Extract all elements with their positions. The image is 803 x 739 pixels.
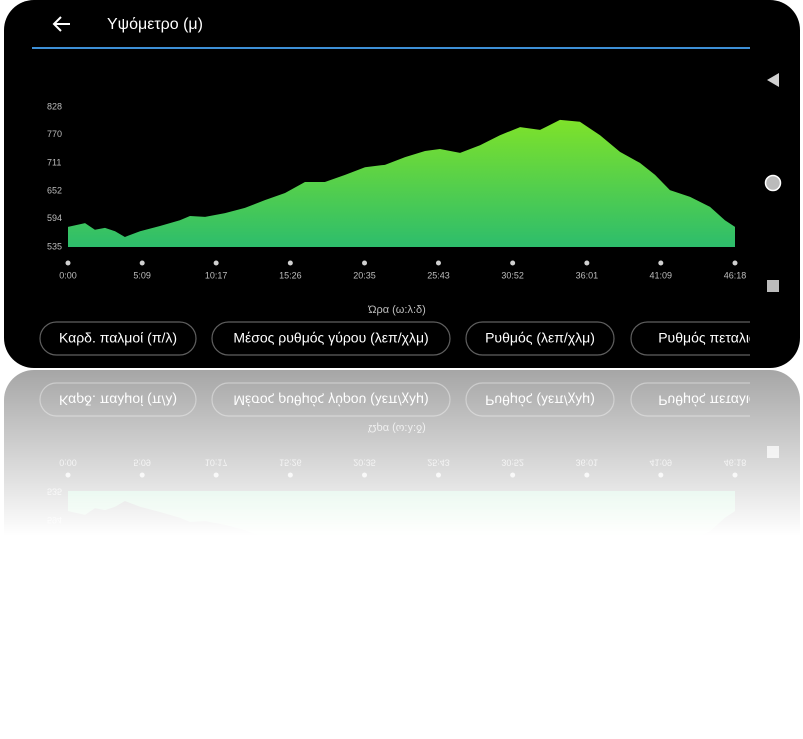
x-tick-label: 30:52 <box>501 270 524 280</box>
y-tick-label: 770 <box>47 129 62 139</box>
x-tick-dot <box>362 260 368 266</box>
chip-label: Ρυθμός πεταλιάς <box>658 330 764 346</box>
chip-outline <box>630 321 750 356</box>
x-tick-dot <box>584 260 590 266</box>
chip-label: Καρδ. παλμοί (π/λ) <box>59 330 177 346</box>
x-tick-label: 10:17 <box>205 270 228 280</box>
x-tick-label: 20:35 <box>353 270 376 280</box>
x-tick-dot <box>732 260 738 266</box>
x-tick-dot <box>139 260 145 266</box>
y-tick-label: 535 <box>47 241 62 251</box>
x-tick-dot <box>435 260 441 266</box>
button-row: Καρδ. παλμοί (π/λ) Μέσος ρυθμός γύρου (λε… <box>39 321 791 356</box>
x-tick-label: 0:00 <box>59 270 77 280</box>
x-tick-label: 41:09 <box>650 270 673 280</box>
back-button[interactable] <box>52 16 70 32</box>
phone-screen: Υψόμετρο (μ) Ώρα (ω:λ:δ) Καρδ. παλμοί (π… <box>4 0 800 368</box>
x-tick-dot <box>287 260 293 266</box>
chip-label: Μέσος ρυθμός γύρου (λεπ/χλμ) <box>233 330 428 346</box>
elevation-area <box>68 119 735 247</box>
y-tick-label: 711 <box>47 157 61 167</box>
chip-button[interactable]: Ρυθμός (λεπ/χλμ) <box>465 321 615 356</box>
chip-outline <box>39 321 197 356</box>
x-tick-label: 5:09 <box>133 270 151 280</box>
nav-back[interactable] <box>767 73 779 87</box>
y-tick-label: 828 <box>47 101 62 111</box>
chip-button[interactable]: Καρδ. παλμοί (π/λ) <box>39 321 197 356</box>
nav-home[interactable] <box>764 174 782 192</box>
y-tick-label: 652 <box>47 185 62 195</box>
y-tick-label: 594 <box>47 213 62 223</box>
nav-recents[interactable] <box>767 280 779 292</box>
screen: Υψόμετρο (μ) Ώρα (ω:λ:δ) Καρδ. παλμοί (π… <box>32 16 791 356</box>
x-tick-dot <box>658 260 664 266</box>
x-tick-label: 25:43 <box>427 270 450 280</box>
x-tick-dot <box>65 260 71 266</box>
x-tick-label: 46:18 <box>724 270 747 280</box>
x-tick-label: 15:26 <box>279 270 302 280</box>
x-tick-label: 36:01 <box>576 270 599 280</box>
x-tick-dot <box>510 260 516 266</box>
chip-button[interactable]: Ρυθμός πεταλιάς <box>630 321 791 356</box>
chip-outline <box>211 321 451 356</box>
chip-label: Ρυθμός (λεπ/χλμ) <box>485 330 595 346</box>
chip-button[interactable]: Μέσος ρυθμός γύρου (λεπ/χλμ) <box>211 321 451 356</box>
screen-title: Υψόμετρο (μ) <box>107 16 203 33</box>
x-axis-label: Ώρα (ω:λ:δ) <box>367 304 426 316</box>
chip-outline <box>465 321 615 356</box>
x-tick-dot <box>213 260 219 266</box>
